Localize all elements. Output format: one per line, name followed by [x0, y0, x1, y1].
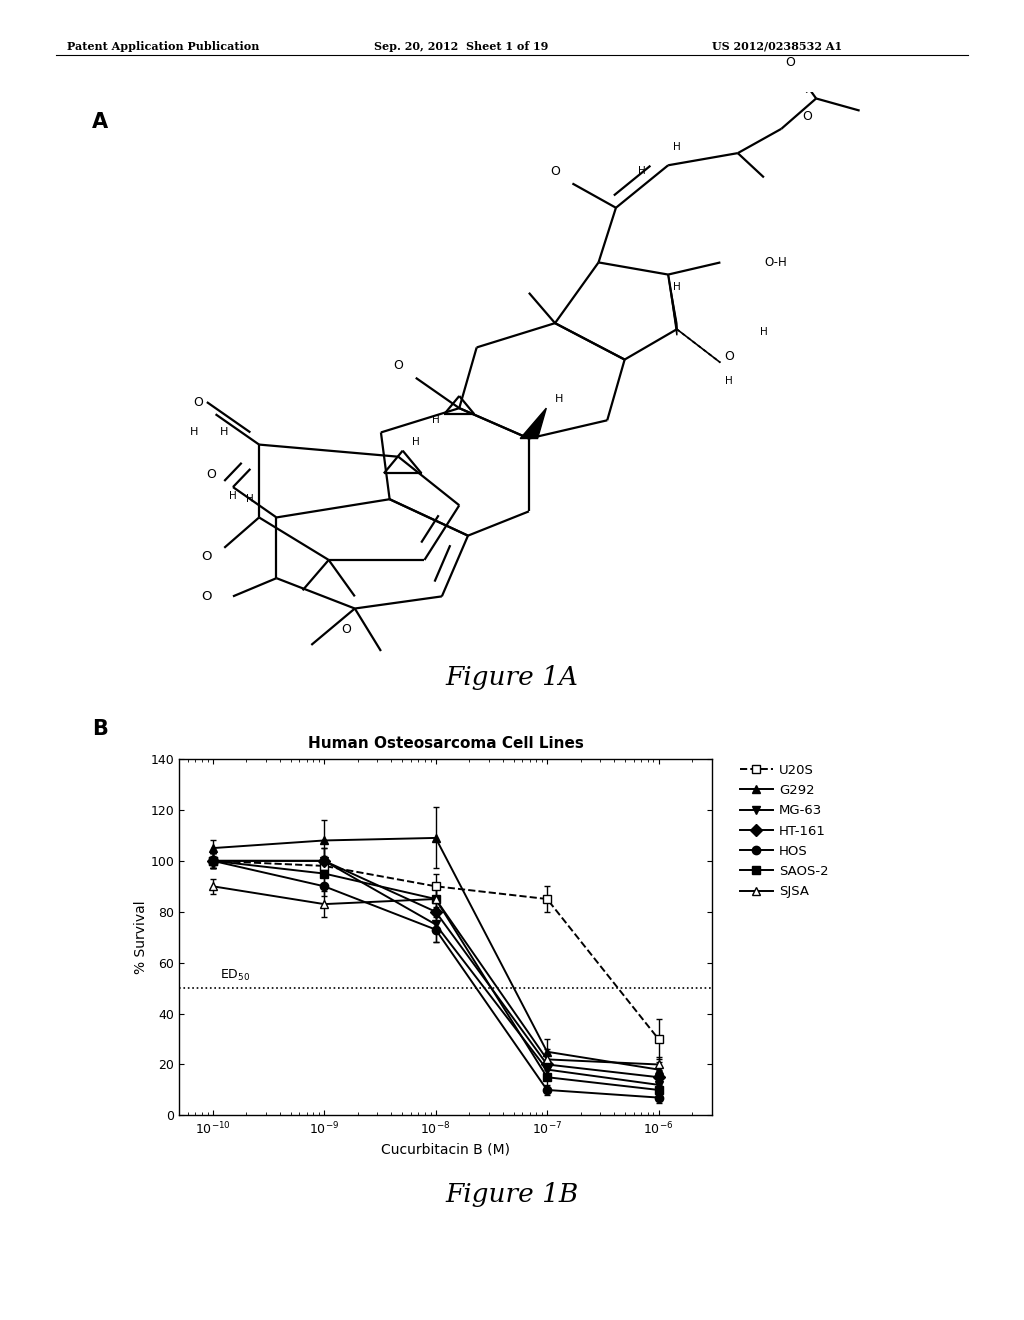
Text: H: H — [220, 428, 228, 437]
Text: A: A — [92, 112, 109, 132]
Text: H: H — [229, 491, 237, 502]
Text: H: H — [189, 428, 198, 437]
Y-axis label: % Survival: % Survival — [134, 900, 147, 974]
Legend: U20S, G292, MG-63, HT-161, HOS, SAOS-2, SJSA: U20S, G292, MG-63, HT-161, HOS, SAOS-2, … — [734, 759, 834, 904]
Text: Figure 1B: Figure 1B — [445, 1183, 579, 1206]
Polygon shape — [520, 408, 547, 438]
Text: O: O — [202, 550, 212, 564]
Text: B: B — [92, 719, 109, 739]
Text: O: O — [202, 590, 212, 603]
Text: H: H — [673, 281, 681, 292]
Text: O: O — [206, 469, 216, 482]
Text: O: O — [785, 55, 795, 69]
Text: O: O — [341, 623, 351, 636]
Text: Figure 1A: Figure 1A — [445, 665, 579, 689]
Polygon shape — [668, 275, 677, 335]
Text: Sep. 20, 2012  Sheet 1 of 19: Sep. 20, 2012 Sheet 1 of 19 — [374, 41, 548, 51]
Text: H: H — [412, 437, 420, 446]
Text: O: O — [393, 359, 403, 372]
Text: Patent Application Publication: Patent Application Publication — [67, 41, 259, 51]
Text: US 2012/0238532 A1: US 2012/0238532 A1 — [712, 41, 842, 51]
Text: H: H — [431, 416, 439, 425]
Text: H: H — [555, 395, 563, 404]
Text: O: O — [803, 110, 812, 123]
Text: O-H: O-H — [764, 256, 786, 269]
Text: H: H — [638, 166, 646, 177]
Text: O: O — [550, 165, 560, 178]
Text: H: H — [673, 143, 681, 152]
Text: O: O — [194, 396, 203, 409]
Text: H: H — [760, 327, 768, 337]
Title: Human Osteosarcoma Cell Lines: Human Osteosarcoma Cell Lines — [307, 735, 584, 751]
Text: ED$_{50}$: ED$_{50}$ — [219, 968, 250, 983]
Text: O: O — [724, 350, 734, 363]
Text: H: H — [247, 494, 254, 504]
Text: H: H — [725, 376, 733, 385]
X-axis label: Cucurbitacin B (M): Cucurbitacin B (M) — [381, 1142, 510, 1156]
